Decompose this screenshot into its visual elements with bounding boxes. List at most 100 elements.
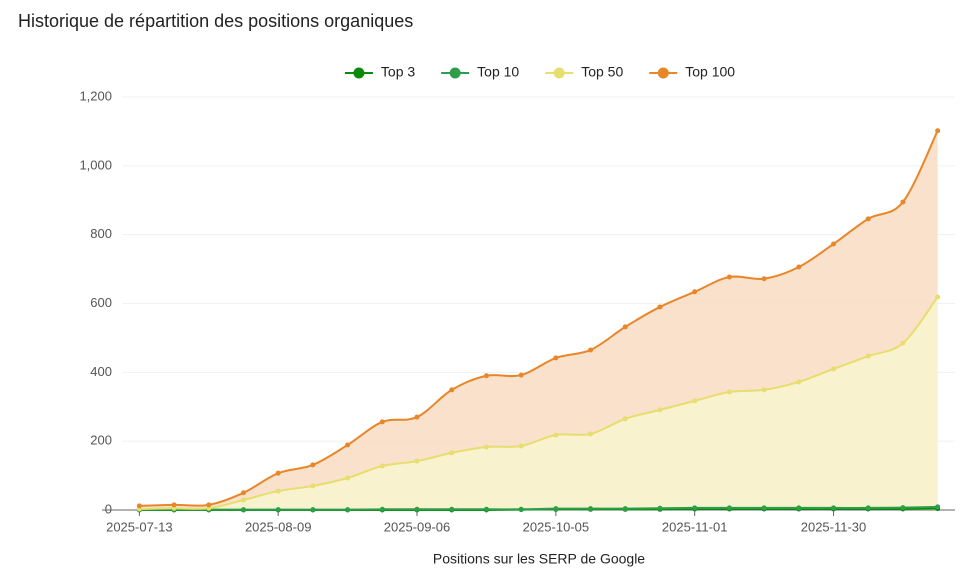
point: [483, 373, 489, 379]
point: [240, 490, 246, 496]
point: [310, 483, 316, 489]
legend-item: Top 50: [545, 64, 623, 80]
legend: Top 3 Top 10 Top 50 Top 100: [344, 64, 735, 80]
point: [553, 355, 559, 361]
point: [345, 442, 351, 448]
y-tick-label: 600: [90, 295, 112, 310]
point: [379, 463, 385, 469]
legend-marker: [553, 67, 565, 79]
point: [935, 128, 941, 134]
point: [136, 503, 142, 509]
point: [796, 264, 802, 270]
point: [553, 432, 559, 438]
point: [518, 372, 524, 378]
point: [449, 506, 455, 512]
point: [414, 458, 420, 464]
legend-marker: [449, 67, 461, 79]
chart-title: Historique de répartition des positions …: [18, 11, 413, 31]
point: [588, 347, 594, 353]
point: [622, 416, 628, 422]
point: [275, 470, 281, 476]
x-tick-label: 2025-09-06: [384, 519, 451, 534]
point: [240, 497, 246, 503]
x-tick-label: 2025-10-05: [523, 519, 590, 534]
point: [796, 379, 802, 385]
point: [831, 366, 837, 372]
point: [726, 389, 732, 395]
point: [657, 407, 663, 413]
point: [588, 431, 594, 437]
point: [831, 241, 837, 247]
legend-item: Top 10: [441, 64, 519, 80]
point: [900, 199, 906, 205]
point: [449, 387, 455, 393]
point: [761, 387, 767, 393]
y-tick-label: 1,200: [79, 88, 112, 103]
point: [726, 274, 732, 280]
point: [657, 304, 663, 310]
area: [139, 296, 938, 510]
point: [275, 507, 281, 513]
point: [483, 506, 489, 512]
legend-label: Top 50: [581, 64, 623, 80]
point: [761, 505, 767, 511]
legend-label: Top 100: [685, 64, 735, 80]
legend-label: Top 3: [381, 64, 415, 80]
legend-item: Top 3: [344, 64, 415, 80]
legend-item: Top 100: [649, 64, 735, 80]
y-tick-label: 0: [105, 501, 112, 516]
line: [139, 296, 939, 510]
point: [310, 507, 316, 513]
point: [622, 324, 628, 330]
point: [692, 505, 698, 511]
y-tick-label: 800: [90, 226, 112, 241]
line: [139, 505, 938, 511]
point: [310, 462, 316, 468]
x-tick-label: 2025-11-30: [801, 519, 867, 534]
x-tick-label: 2025-08-09: [245, 519, 312, 534]
point: [692, 289, 698, 295]
legend-label: Top 10: [477, 64, 519, 80]
point: [865, 505, 871, 511]
point: [831, 505, 837, 511]
point: [622, 506, 628, 512]
x-tick-label: 2025-07-13: [106, 519, 173, 534]
point: [865, 216, 871, 222]
point: [345, 475, 351, 481]
point: [414, 506, 420, 512]
point: [657, 505, 663, 511]
point: [171, 505, 177, 511]
legend-marker: [353, 67, 365, 79]
point: [726, 505, 732, 511]
point: [935, 504, 941, 510]
point: [518, 506, 524, 512]
point: [865, 353, 871, 359]
point: [935, 294, 941, 300]
point: [483, 444, 489, 450]
point: [518, 443, 524, 449]
y-tick-label: 200: [90, 433, 112, 448]
legend-marker: [657, 67, 669, 79]
point: [414, 414, 420, 420]
y-tick-label: 1,000: [79, 157, 112, 172]
point: [206, 505, 212, 511]
point: [449, 450, 455, 456]
point: [900, 505, 906, 511]
point: [171, 502, 177, 508]
point: [761, 276, 767, 282]
point: [275, 488, 281, 494]
point: [588, 506, 594, 512]
y-tick-label: 400: [90, 364, 112, 379]
point: [379, 506, 385, 512]
point: [379, 419, 385, 425]
point: [206, 502, 212, 508]
point: [692, 398, 698, 404]
point: [900, 340, 906, 346]
x-tick-label: 2025-11-01: [662, 519, 728, 534]
point: [345, 507, 351, 513]
point: [553, 506, 559, 512]
x-axis-label: Positions sur les SERP de Google: [433, 551, 645, 567]
point: [796, 505, 802, 511]
